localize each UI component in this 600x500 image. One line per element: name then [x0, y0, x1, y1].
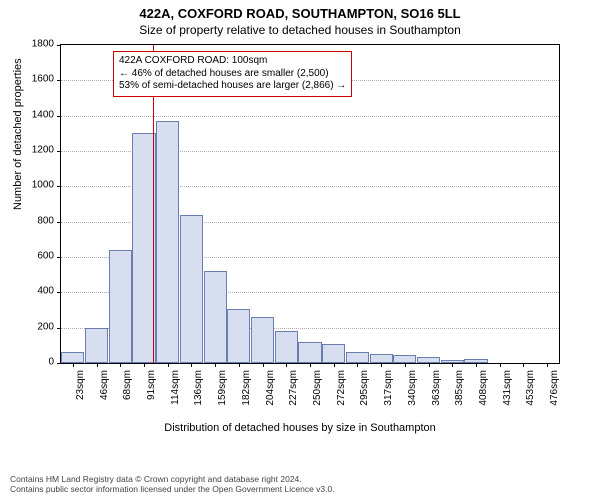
xtick-mark [168, 363, 169, 367]
histogram-bar [109, 250, 132, 363]
xtick-label: 476sqm [549, 370, 560, 406]
ytick-label: 1000 [14, 180, 54, 191]
xtick-mark [429, 363, 430, 367]
xtick-mark [144, 363, 145, 367]
ytick-label: 800 [14, 215, 54, 226]
xtick-label: 408sqm [478, 370, 489, 406]
histogram-bar [61, 352, 84, 363]
ytick-mark [57, 328, 61, 329]
histogram-bar [204, 271, 227, 363]
xtick-mark [500, 363, 501, 367]
histogram-bar [85, 328, 108, 363]
xtick-mark [97, 363, 98, 367]
ytick-mark [57, 45, 61, 46]
ytick-mark [57, 257, 61, 258]
ytick-mark [57, 222, 61, 223]
xtick-label: 227sqm [288, 370, 299, 406]
xtick-mark [191, 363, 192, 367]
histogram-bar [180, 215, 203, 363]
xtick-label: 159sqm [217, 370, 228, 406]
ytick-label: 1600 [14, 74, 54, 85]
xtick-mark [286, 363, 287, 367]
xtick-mark [476, 363, 477, 367]
ytick-label: 600 [14, 251, 54, 262]
plot-region: 422A COXFORD ROAD: 100sqm← 46% of detach… [60, 44, 560, 364]
chart-header: 422A, COXFORD ROAD, SOUTHAMPTON, SO16 5L… [0, 6, 600, 37]
xtick-mark [263, 363, 264, 367]
xtick-label: 453sqm [525, 370, 536, 406]
ytick-mark [57, 80, 61, 81]
xtick-mark [357, 363, 358, 367]
histogram-bar [227, 309, 250, 363]
footer-line1: Contains HM Land Registry data © Crown c… [10, 474, 335, 484]
ytick-label: 0 [14, 357, 54, 368]
xtick-label: 91sqm [146, 370, 157, 400]
chart-title: 422A, COXFORD ROAD, SOUTHAMPTON, SO16 5L… [0, 6, 600, 21]
xtick-label: 68sqm [122, 370, 133, 400]
xtick-label: 363sqm [431, 370, 442, 406]
ytick-mark [57, 363, 61, 364]
attribution-footer: Contains HM Land Registry data © Crown c… [10, 474, 335, 494]
ytick-mark [57, 292, 61, 293]
ytick-label: 1800 [14, 39, 54, 50]
xtick-label: 385sqm [454, 370, 465, 406]
histogram-bar [346, 352, 369, 363]
footer-line2: Contains public sector information licen… [10, 484, 335, 494]
x-axis-label: Distribution of detached houses by size … [0, 422, 600, 434]
xtick-mark [73, 363, 74, 367]
histogram-bar [156, 121, 179, 363]
ytick-mark [57, 151, 61, 152]
ytick-mark [57, 186, 61, 187]
xtick-label: 295sqm [359, 370, 370, 406]
xtick-mark [310, 363, 311, 367]
xtick-label: 272sqm [336, 370, 347, 406]
ytick-label: 200 [14, 321, 54, 332]
annotation-line: 53% of semi-detached houses are larger (… [119, 80, 346, 93]
xtick-label: 114sqm [170, 370, 181, 405]
ytick-mark [57, 116, 61, 117]
annotation-line: 422A COXFORD ROAD: 100sqm [119, 55, 346, 68]
gridline [61, 116, 559, 117]
ytick-label: 1200 [14, 145, 54, 156]
chart-subtitle: Size of property relative to detached ho… [0, 23, 600, 37]
xtick-label: 340sqm [407, 370, 418, 406]
xtick-label: 250sqm [312, 370, 323, 406]
xtick-label: 23sqm [75, 370, 86, 400]
xtick-mark [452, 363, 453, 367]
xtick-mark [239, 363, 240, 367]
xtick-mark [334, 363, 335, 367]
xtick-mark [523, 363, 524, 367]
xtick-label: 431sqm [502, 370, 513, 406]
xtick-mark [405, 363, 406, 367]
histogram-bar [275, 331, 298, 363]
xtick-label: 46sqm [99, 370, 110, 400]
histogram-bar [251, 317, 274, 363]
histogram-bar [132, 133, 155, 363]
annotation-line: ← 46% of detached houses are smaller (2,… [119, 68, 346, 81]
histogram-bar [393, 355, 416, 363]
histogram-bar [322, 344, 345, 363]
xtick-label: 204sqm [265, 370, 276, 406]
chart-area: 422A COXFORD ROAD: 100sqm← 46% of detach… [60, 44, 570, 414]
xtick-label: 317sqm [383, 370, 394, 406]
histogram-bar [370, 354, 393, 363]
ytick-label: 400 [14, 286, 54, 297]
xtick-mark [120, 363, 121, 367]
histogram-bar [298, 342, 321, 363]
xtick-mark [215, 363, 216, 367]
xtick-mark [547, 363, 548, 367]
ytick-label: 1400 [14, 109, 54, 120]
annotation-box: 422A COXFORD ROAD: 100sqm← 46% of detach… [113, 51, 352, 97]
xtick-label: 182sqm [241, 370, 252, 406]
xtick-label: 136sqm [193, 370, 204, 406]
xtick-mark [381, 363, 382, 367]
